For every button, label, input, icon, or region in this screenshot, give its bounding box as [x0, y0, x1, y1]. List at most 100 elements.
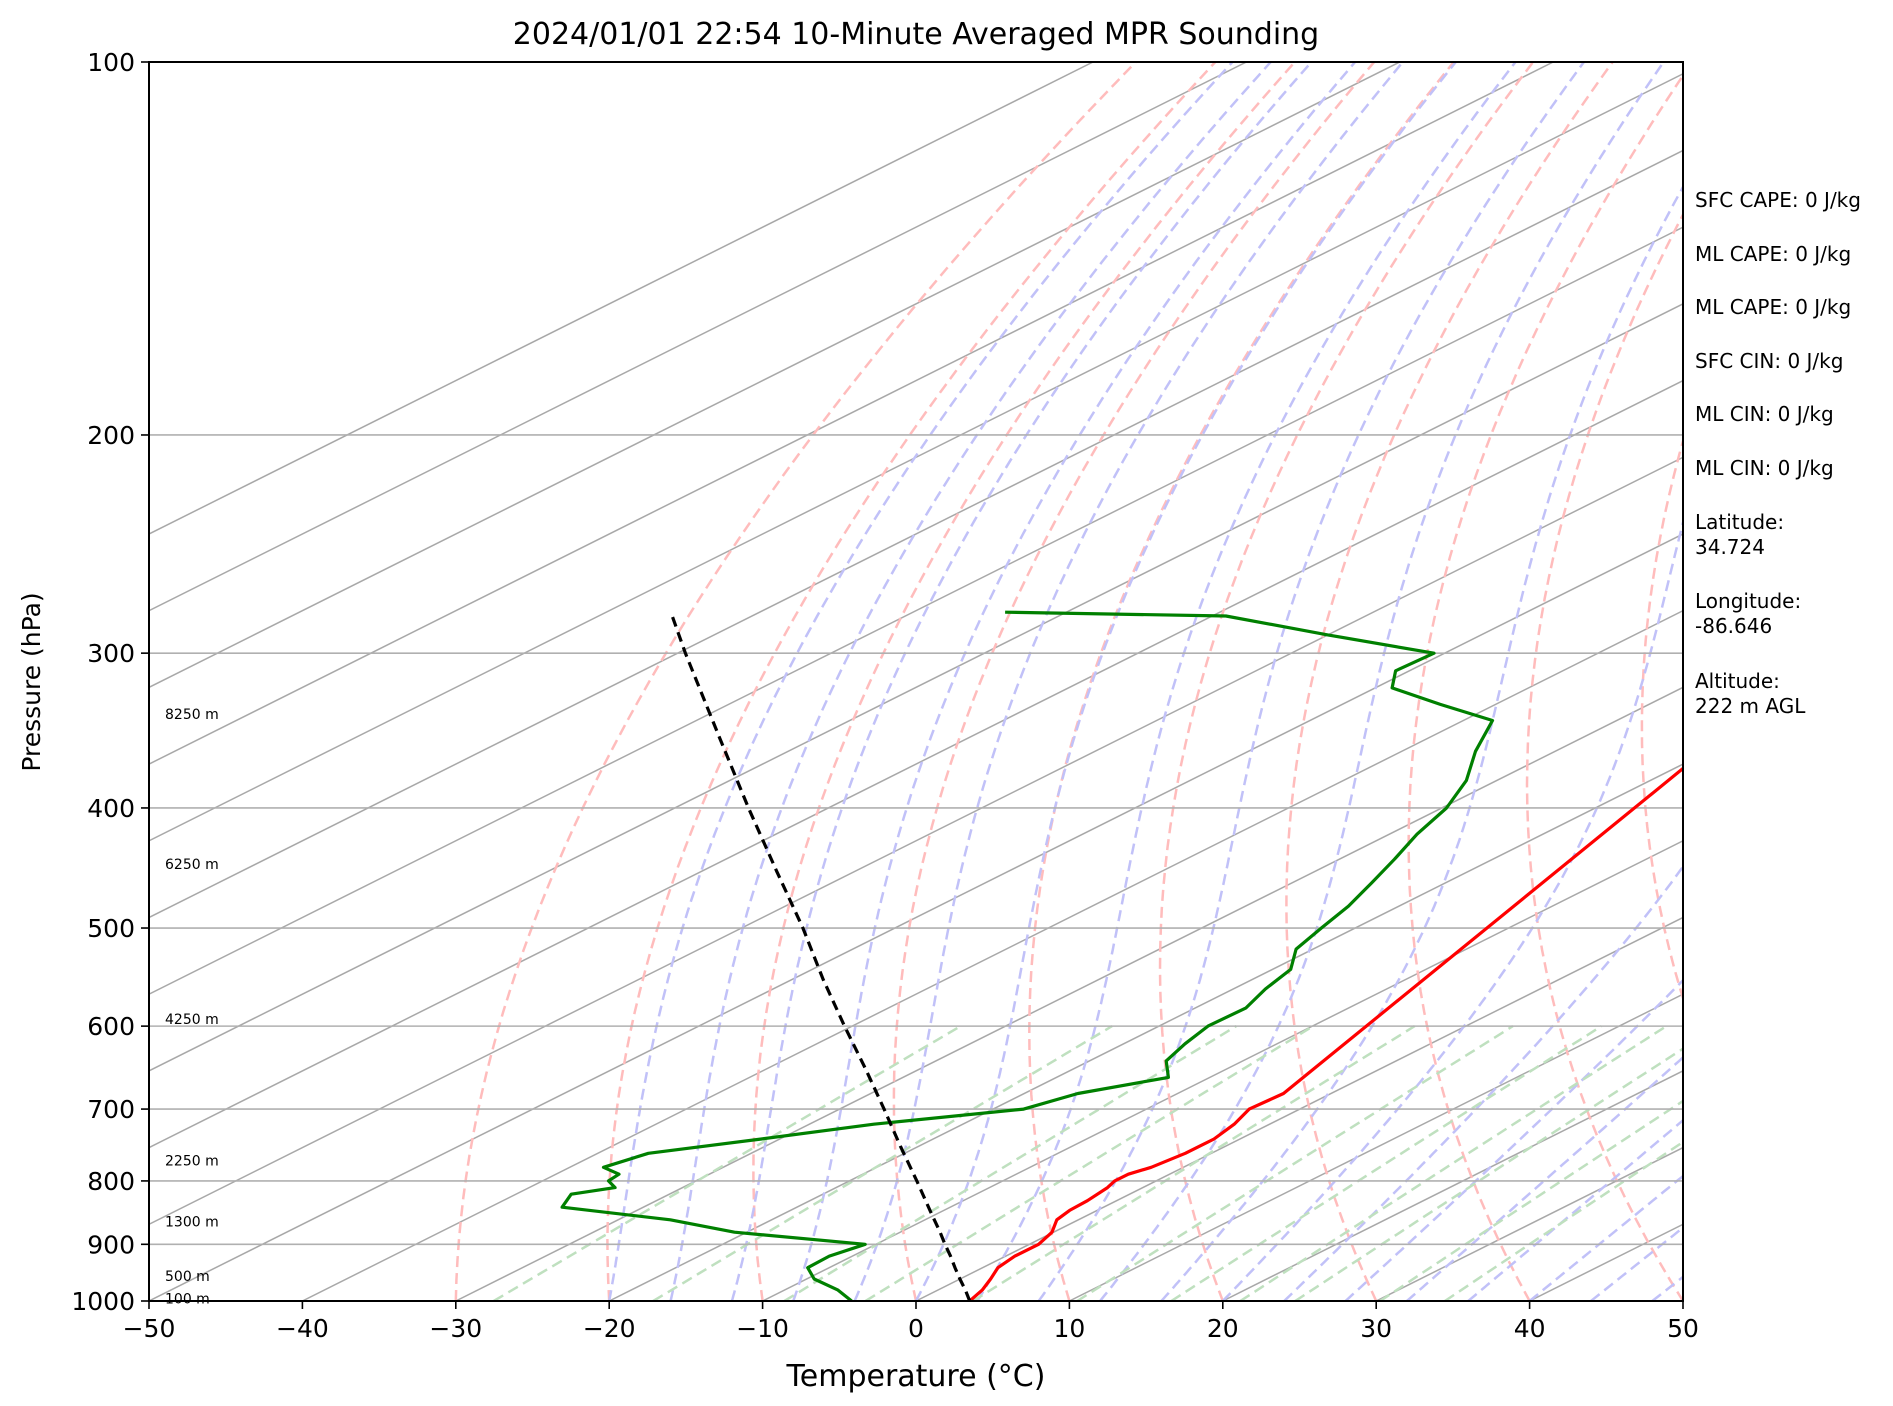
chart-title: 2024/01/01 22:54 10-Minute Averaged MPR … — [513, 17, 1319, 52]
isotherm-line — [149, 379, 1683, 1149]
x-tick-label: −40 — [276, 1314, 329, 1343]
mixing-ratio-line — [972, 1025, 1416, 1301]
x-tick-label: 10 — [1053, 1314, 1085, 1343]
latitude-label: Latitude: — [1695, 510, 1785, 534]
mixing-ratio-line — [783, 1025, 1237, 1301]
isotherm-line — [149, 62, 1401, 689]
mixing-ratio-line — [1076, 1025, 1514, 1301]
height-label: 1300 m — [165, 1215, 219, 1231]
height-labels: 100 m 500 m 1300 m 2250 m 4250 m 6250 m 8250 m — [165, 707, 219, 1307]
isotherm-line — [149, 62, 1554, 765]
dry-adiabat-line — [1525, 211, 1683, 1301]
y-tick-label: 700 — [87, 1095, 135, 1124]
dry-adiabat-line — [1028, 62, 1455, 1301]
mixing-ratio-line — [1444, 1140, 1683, 1301]
ml-cin-text: ML CIN: 0 J/kg — [1695, 402, 1834, 426]
moist-adiabat-line — [1528, 1174, 1683, 1301]
mixing-ratio-line — [1379, 1099, 1683, 1301]
moist-adiabat-line — [976, 62, 1517, 1301]
temperature-line — [968, 766, 1683, 1301]
height-label: 100 m — [165, 1291, 210, 1307]
moist-adiabat-line — [1099, 62, 1665, 1301]
y-tick-label: 400 — [87, 794, 135, 823]
mixing-ratio-line — [1170, 1025, 1603, 1301]
isotherm-line — [149, 226, 1683, 996]
x-tick-label: 0 — [908, 1314, 924, 1343]
height-label: 8250 m — [165, 707, 219, 723]
moist-adiabat-line — [853, 62, 1404, 1301]
moist-adiabat-line — [1160, 184, 1683, 1301]
y-tick-label: 1000 — [71, 1287, 135, 1316]
surface-parcel-profile-line — [670, 615, 972, 1301]
y-tick-label: 100 — [87, 48, 135, 77]
mixing-ratio-line — [493, 1025, 962, 1301]
isotherm-line — [149, 149, 1683, 919]
height-label: 6250 m — [165, 857, 219, 873]
isotherm-line — [149, 456, 1683, 1226]
dry-adiabat-line — [1285, 62, 1614, 1301]
y-tick-label: 800 — [87, 1167, 135, 1196]
isotherm-line — [455, 686, 1683, 1301]
isotherm-line — [1222, 1070, 1683, 1301]
isotherm-line — [149, 62, 1094, 535]
isotherm-line — [149, 72, 1683, 842]
isotherm-line — [302, 609, 1683, 1301]
x-tick-label: −50 — [123, 1314, 176, 1343]
mixing-ratio-line — [1239, 1025, 1668, 1301]
moist-adiabat-line — [669, 62, 1272, 1301]
mixing-ratio-line — [864, 1025, 1314, 1301]
x-tick-label: −10 — [736, 1314, 789, 1343]
x-tick-label: 30 — [1360, 1314, 1392, 1343]
isotherm-line — [1069, 993, 1683, 1301]
moist-adiabat-line — [792, 62, 1357, 1301]
y-tick-label: 200 — [87, 421, 135, 450]
moist-adiabat-line — [1037, 62, 1585, 1301]
y-tick-label: 900 — [87, 1230, 135, 1259]
mixing-ratio-line — [652, 1025, 1113, 1301]
dry-adiabat-line — [1862, 62, 1893, 1301]
x-tick-label: −20 — [583, 1314, 636, 1343]
isotherm-line — [149, 62, 1247, 612]
x-axis-label: Temperature (°C) — [786, 1359, 1046, 1394]
dry-adiabat-line — [892, 62, 1376, 1301]
altitude-label: Altitude: — [1695, 669, 1780, 693]
x-tick-label: 50 — [1667, 1314, 1699, 1343]
x-tick-label: 20 — [1207, 1314, 1239, 1343]
y-axis-label: Pressure (hPa) — [17, 592, 46, 771]
dry-adiabat-line — [1158, 62, 1535, 1301]
moist-adiabat-line — [730, 62, 1313, 1301]
y-tick-label: 300 — [87, 639, 135, 668]
plot-frame — [148, 61, 1684, 1302]
x-tick-label: −30 — [429, 1314, 482, 1343]
moist-adiabat-line — [1344, 978, 1683, 1301]
dry-adiabat-line — [752, 62, 1296, 1301]
background-lines — [149, 62, 1893, 1301]
pressure-gridlines — [149, 61, 1683, 1302]
dry-adiabat-line — [606, 62, 1217, 1301]
sounding-profiles — [560, 610, 1683, 1301]
y-tick-label: 500 — [87, 914, 135, 943]
moist-adiabat-line — [914, 62, 1457, 1301]
longitude-label: Longitude: — [1695, 589, 1802, 613]
x-axis-ticks: −50 −40 −30 −20 −10 0 10 20 30 40 50 — [123, 1301, 1699, 1343]
sfc-cin-text: SFC CIN: 0 J/kg — [1695, 349, 1844, 373]
ml-cin-text-2: ML CIN: 0 J/kg — [1695, 456, 1834, 480]
height-label: 500 m — [165, 1269, 210, 1285]
isotherm-line — [608, 763, 1683, 1301]
isotherm-line — [915, 916, 1683, 1301]
height-label: 4250 m — [165, 1012, 219, 1028]
sfc-cape-text: SFC CAPE: 0 J/kg — [1695, 188, 1861, 212]
isotherm-line — [149, 533, 1683, 1301]
height-label: 2250 m — [165, 1153, 219, 1169]
isotherm-line — [762, 839, 1683, 1301]
y-axis-ticks: 1000 900 800 700 600 500 400 300 200 100 — [71, 48, 149, 1316]
x-tick-label: 40 — [1514, 1314, 1546, 1343]
latitude-value: 34.724 — [1695, 535, 1765, 559]
y-tick-label: 600 — [87, 1012, 135, 1041]
longitude-value: -86.646 — [1695, 614, 1773, 638]
dry-adiabat-line — [454, 62, 1137, 1301]
ml-cape-text-2: ML CAPE: 0 J/kg — [1695, 295, 1852, 319]
dry-adiabat-line — [1407, 73, 1683, 1301]
